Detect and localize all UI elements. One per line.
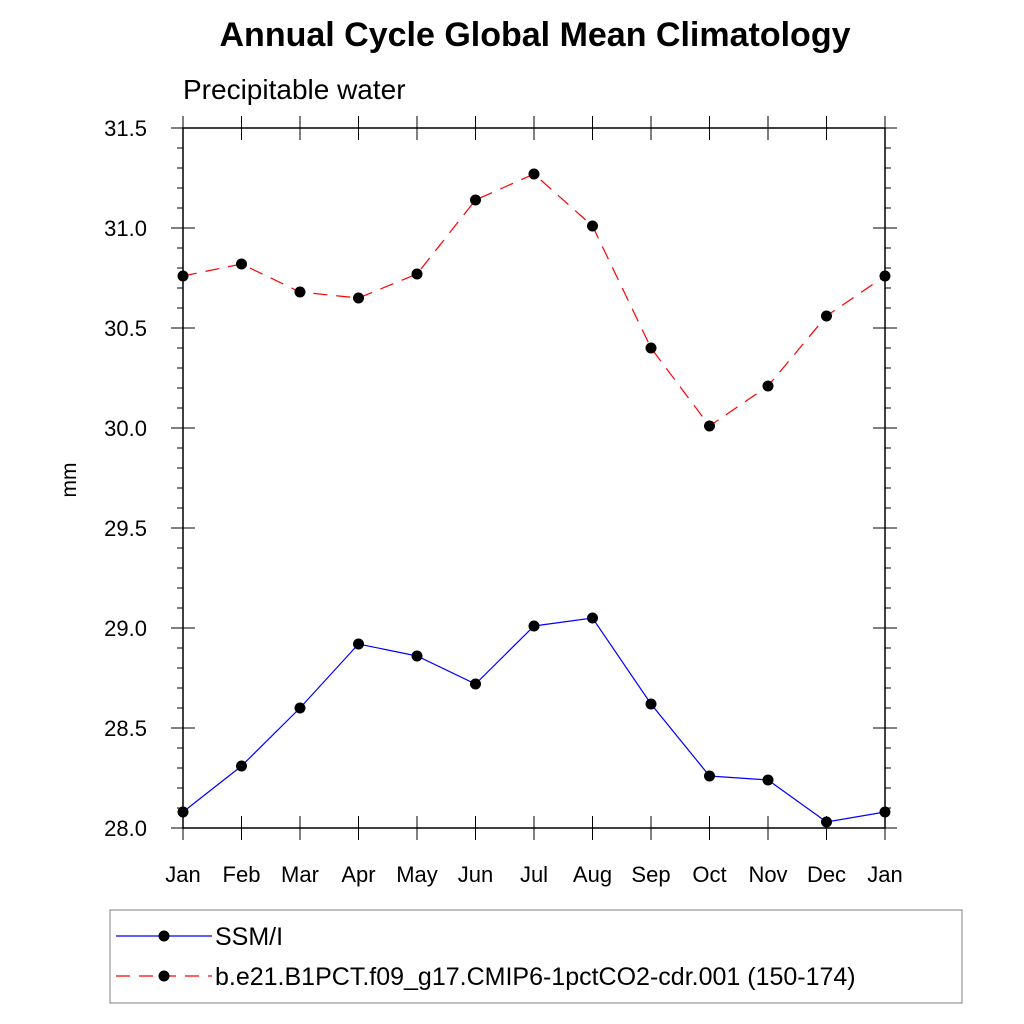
x-tick-label: Jun: [458, 862, 493, 887]
series-1-point: [587, 612, 598, 624]
series-1-point: [177, 806, 189, 818]
x-tick-label: Dec: [807, 862, 846, 887]
x-tick-label: Oct: [692, 862, 726, 887]
y-tick-label: 31.5: [104, 116, 147, 141]
x-tick-label: Nov: [748, 862, 787, 887]
series-2-point: [762, 380, 774, 392]
plot-frame: [182, 127, 886, 829]
series-1-point: [704, 770, 715, 782]
series-2-point: [879, 270, 891, 282]
legend-marker-2: [158, 970, 170, 982]
y-tick-label: 30.5: [104, 316, 147, 341]
x-tick-label: Sep: [631, 862, 670, 887]
series-1-point: [236, 760, 247, 772]
x-tick-label: Aug: [573, 862, 612, 887]
y-tick-label: 28.0: [104, 816, 147, 841]
x-tick-label: Feb: [223, 862, 261, 887]
series-2-point: [353, 292, 364, 304]
series-line-1: [182, 617, 886, 823]
series-1-point: [821, 816, 832, 828]
series-line-2: [182, 173, 886, 427]
series-2-point: [821, 310, 832, 322]
series-2-point: [411, 268, 423, 280]
x-tick-label: Jul: [520, 862, 548, 887]
series-2-point: [236, 258, 247, 270]
series-1-point: [645, 698, 657, 710]
series-1-point: [879, 806, 891, 818]
x-tick-labels: Jan Feb Mar Apr May Jun Jul Aug Sep Oct Nov Dec Jan: [165, 862, 902, 887]
legend-box: [109, 909, 963, 1004]
x-tick-label: Jan: [165, 862, 200, 887]
x-tick-label: Mar: [281, 862, 319, 887]
x-tick-label: Jan: [867, 862, 902, 887]
series-1-point: [294, 702, 306, 714]
series-2-point: [587, 220, 598, 232]
y-tick-label: 28.5: [104, 716, 147, 741]
series-2-point: [177, 270, 189, 282]
series-layer: [177, 168, 891, 828]
y-tick-labels: 28.0 28.5 29.0 29.5 30.0 30.5 31.0 31.5: [104, 116, 147, 841]
legend-label-2: b.e21.B1PCT.f09_g17.CMIP6-1pctCO2-cdr.00…: [215, 963, 856, 991]
series-1-point: [528, 620, 540, 632]
legend-marker-1: [158, 930, 170, 942]
series-2-point: [704, 420, 715, 432]
axis-ticks: [171, 116, 897, 840]
series-1-point: [470, 678, 481, 690]
x-tick-label: Apr: [341, 862, 375, 887]
y-tick-label: 31.0: [104, 216, 147, 241]
series-2-point: [294, 286, 306, 298]
chart-subtitle: Precipitable water: [183, 74, 406, 105]
legend: SSM/I b.e21.B1PCT.f09_g17.CMIP6-1pctCO2-c…: [109, 909, 963, 1004]
y-tick-label: 29.0: [104, 616, 147, 641]
series-2-point: [528, 168, 540, 180]
series-2-point: [470, 194, 481, 206]
y-tick-label: 30.0: [104, 416, 147, 441]
legend-label-1: SSM/I: [215, 923, 283, 951]
series-1-point: [353, 638, 364, 650]
y-tick-label: 29.5: [104, 516, 147, 541]
series-2-point: [645, 342, 657, 354]
y-axis-label: mm: [58, 463, 81, 498]
chart-title: Annual Cycle Global Mean Climatology: [220, 16, 851, 54]
series-1-point: [762, 774, 774, 786]
x-tick-label: May: [396, 862, 438, 887]
series-1-point: [411, 650, 423, 662]
